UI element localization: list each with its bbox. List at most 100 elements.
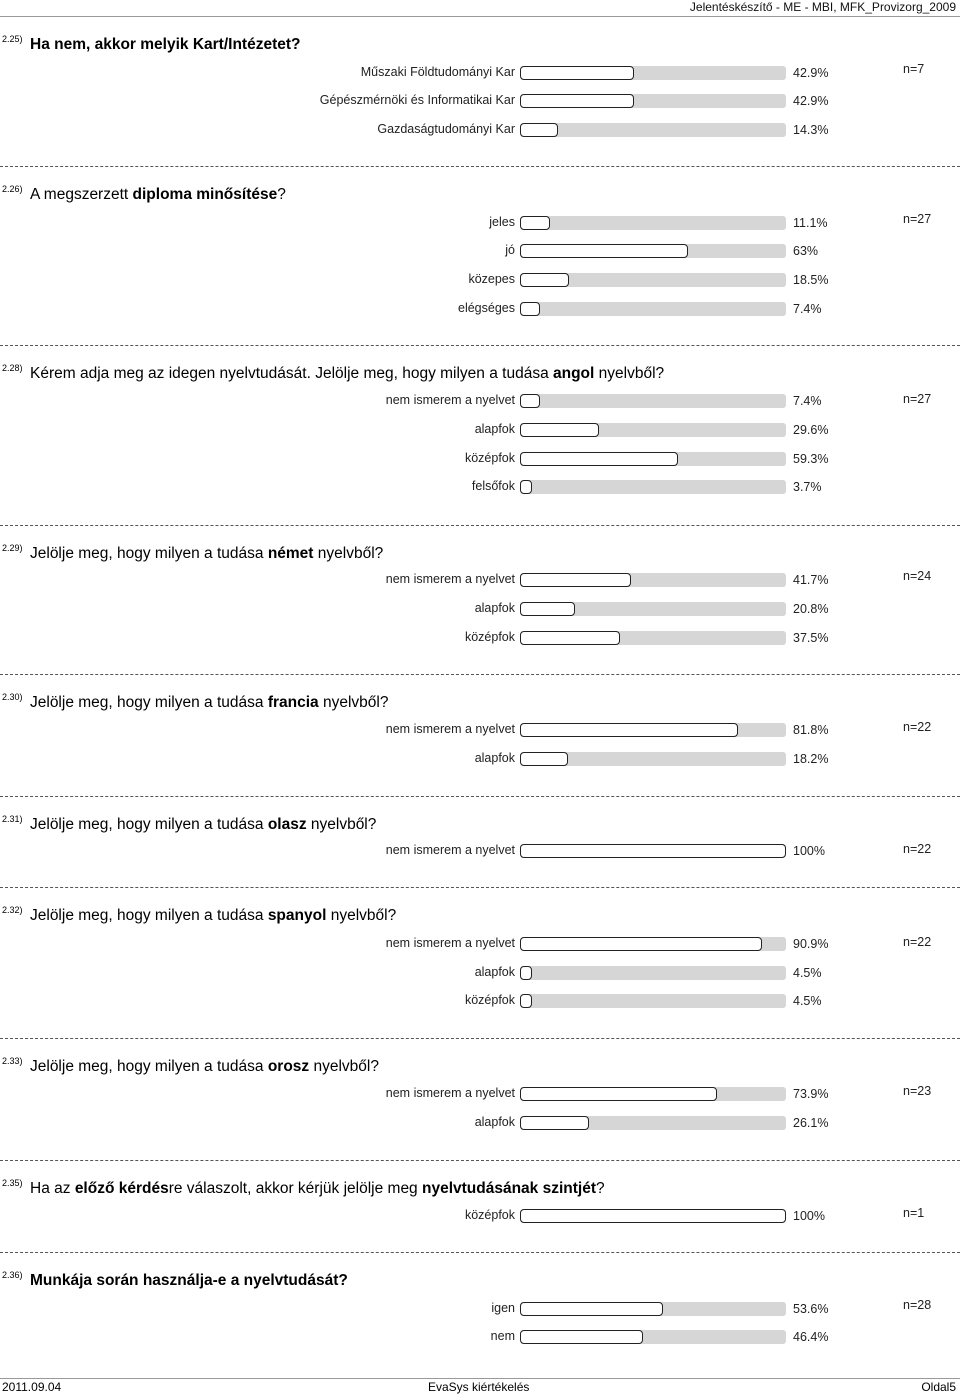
answer-percent: 7.4% bbox=[793, 302, 822, 316]
question-title: Ha az előző kérdésre válaszolt, akkor ké… bbox=[30, 1180, 605, 1198]
answer-bar-track bbox=[520, 723, 786, 737]
answer-bar bbox=[520, 1209, 786, 1223]
question-title-text: nyelvből? bbox=[326, 907, 397, 924]
answer-percent: 11.1% bbox=[793, 216, 828, 230]
question-separator bbox=[0, 1252, 960, 1253]
answer-row: középfok 100% bbox=[0, 1206, 960, 1226]
question-title-emphasis: angol bbox=[553, 365, 595, 382]
answer-percent: 73.9% bbox=[793, 1087, 829, 1101]
answer-row: Gépészmérnöki és Informatikai Kar 42.9% bbox=[0, 91, 960, 111]
answer-row: alapfok 18.2% bbox=[0, 749, 960, 769]
answer-row: alapfok 26.1% bbox=[0, 1113, 960, 1133]
question-title: Jelölje meg, hogy milyen a tudása német … bbox=[30, 545, 383, 563]
answer-bar bbox=[520, 994, 532, 1008]
answer-percent: 18.2% bbox=[793, 752, 829, 766]
answer-row: jeles 11.1% bbox=[0, 213, 960, 233]
answer-percent: 4.5% bbox=[793, 966, 822, 980]
answer-bar bbox=[520, 1302, 663, 1316]
report-header: Jelentéskészítő - ME - MBI, MFK_Provizor… bbox=[689, 0, 956, 14]
question-title-text: Jelölje meg, hogy milyen a tudása bbox=[30, 694, 268, 711]
answer-label: alapfok bbox=[474, 965, 515, 979]
question-separator bbox=[0, 166, 960, 167]
answer-bar bbox=[520, 723, 738, 737]
answer-row: Gazdaságtudományi Kar 14.3% bbox=[0, 120, 960, 140]
question-number: 2.28) bbox=[2, 363, 23, 373]
respondent-count: n=27 bbox=[903, 392, 932, 406]
answer-bar-track bbox=[520, 423, 786, 437]
question-separator bbox=[0, 525, 960, 526]
answer-percent: 53.6% bbox=[793, 1302, 829, 1316]
answer-bar-track bbox=[520, 244, 786, 258]
question-title-emphasis: nyelvtudásának szintjét bbox=[422, 1180, 597, 1197]
question-title-text: nyelvből? bbox=[594, 365, 665, 382]
answer-row: nem ismerem a nyelvet 90.9% bbox=[0, 934, 960, 954]
question-number: 2.25) bbox=[2, 34, 23, 44]
answer-bar-track bbox=[520, 123, 786, 137]
answer-bar bbox=[520, 1330, 643, 1344]
answer-bar bbox=[520, 94, 634, 108]
answer-row: nem 46.4% bbox=[0, 1327, 960, 1347]
answer-bar bbox=[520, 423, 599, 437]
answer-percent: 4.5% bbox=[793, 994, 822, 1008]
answer-label: jeles bbox=[489, 215, 515, 229]
question-title-text: nyelvből? bbox=[309, 1058, 379, 1075]
question-title-emphasis: spanyol bbox=[267, 907, 327, 924]
answer-label: alapfok bbox=[474, 601, 515, 615]
answer-label: nem ismerem a nyelvet bbox=[385, 393, 515, 407]
answer-bar-track bbox=[520, 1302, 786, 1316]
answer-label: Gépészmérnöki és Informatikai Kar bbox=[319, 93, 515, 107]
question-title: Ha nem, akkor melyik Kart/Intézetet? bbox=[30, 36, 301, 54]
question-number: 2.31) bbox=[2, 814, 23, 824]
answer-row: Műszaki Földtudományi Kar 42.9% bbox=[0, 63, 960, 83]
question-number: 2.26) bbox=[2, 184, 23, 194]
question-title-emphasis: német bbox=[267, 545, 314, 562]
question-title: A megszerzett diploma minősítése? bbox=[30, 186, 286, 204]
answer-bar bbox=[520, 273, 569, 287]
respondent-count: n=23 bbox=[903, 1084, 932, 1098]
footer-center: EvaSys kiértékelés bbox=[428, 1380, 530, 1394]
answer-percent: 59.3% bbox=[793, 452, 829, 466]
answer-bar bbox=[520, 244, 688, 258]
question-title: Jelölje meg, hogy milyen a tudása franci… bbox=[30, 694, 388, 712]
answer-bar-track bbox=[520, 1087, 786, 1101]
question-title: Kérem adja meg az idegen nyelvtudását. J… bbox=[30, 365, 664, 383]
question-title-text: Jelölje meg, hogy milyen a tudása bbox=[30, 545, 268, 562]
question-separator bbox=[0, 1160, 960, 1161]
question-title-text: re válaszolt, akkor kérjük jelölje meg bbox=[168, 1180, 422, 1197]
answer-percent: 3.7% bbox=[793, 480, 822, 494]
answer-bar-track bbox=[520, 94, 786, 108]
question-title-text: nyelvből? bbox=[318, 694, 389, 711]
answer-bar bbox=[520, 480, 532, 494]
answer-bar-track bbox=[520, 937, 786, 951]
answer-percent: 100% bbox=[793, 844, 825, 858]
answer-label: felsőfok bbox=[471, 479, 515, 493]
answer-percent: 42.9% bbox=[793, 66, 829, 80]
question-title-text: Jelölje meg, hogy milyen a tudása bbox=[30, 816, 268, 833]
question-title: Jelölje meg, hogy milyen a tudása olasz … bbox=[30, 816, 376, 834]
answer-percent: 29.6% bbox=[793, 423, 829, 437]
question-separator bbox=[0, 887, 960, 888]
answer-bar-track bbox=[520, 452, 786, 466]
answer-percent: 81.8% bbox=[793, 723, 829, 737]
answer-percent: 37.5% bbox=[793, 631, 829, 645]
question-number: 2.36) bbox=[2, 1270, 23, 1280]
answer-percent: 100% bbox=[793, 1209, 825, 1223]
answer-row: alapfok 4.5% bbox=[0, 963, 960, 983]
answer-bar bbox=[520, 573, 631, 587]
respondent-count: n=22 bbox=[903, 935, 932, 949]
answer-label: közepes bbox=[468, 272, 515, 286]
question-separator bbox=[0, 674, 960, 675]
footer-page: Oldal5 bbox=[921, 1380, 956, 1394]
answer-row: nem ismerem a nyelvet 81.8% bbox=[0, 720, 960, 740]
answer-bar bbox=[520, 216, 550, 230]
question-title-text: nyelvből? bbox=[306, 816, 377, 833]
question-number: 2.29) bbox=[2, 543, 23, 553]
question-title-emphasis: diploma minősítése bbox=[132, 186, 278, 203]
answer-row: közepes 18.5% bbox=[0, 270, 960, 290]
answer-bar bbox=[520, 966, 532, 980]
answer-percent: 7.4% bbox=[793, 394, 822, 408]
answer-label: középfok bbox=[464, 451, 515, 465]
answer-label: nem ismerem a nyelvet bbox=[385, 936, 515, 950]
answer-bar bbox=[520, 123, 558, 137]
answer-bar-track bbox=[520, 602, 786, 616]
